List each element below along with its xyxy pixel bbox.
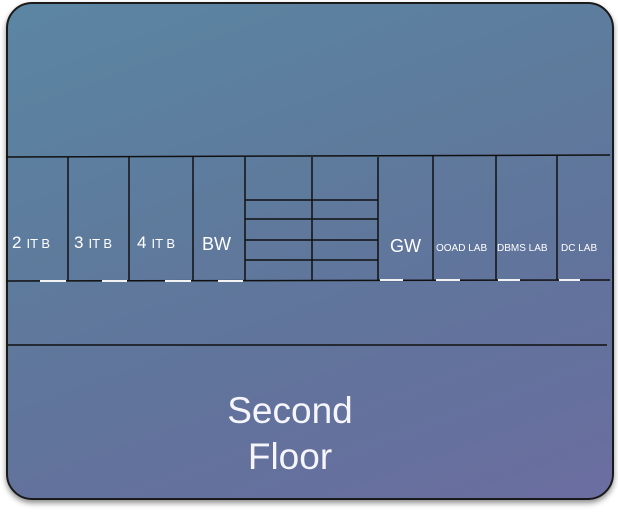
floor-title-line-1: Second xyxy=(227,390,353,431)
room-label-ooad-lab: OOAD LAB xyxy=(436,243,487,254)
room-label-gw: GW xyxy=(390,236,421,256)
room-label-4-it-b: 4 IT B xyxy=(137,233,175,252)
floor-title: Second Floor xyxy=(180,388,400,480)
room-label-dc-lab: DC LAB xyxy=(561,243,597,254)
room-label-3-it-b: 3 IT B xyxy=(74,233,112,252)
top-wall xyxy=(5,154,611,158)
room-label-bw: BW xyxy=(202,234,231,254)
floor-plan-card xyxy=(6,2,614,500)
floor-title-line-2: Floor xyxy=(247,436,333,477)
staircase xyxy=(245,199,378,261)
room-label-dbms-lab: DBMS LAB xyxy=(497,243,548,254)
room-label-2-it-b: 2 IT B xyxy=(12,233,50,252)
doors xyxy=(40,279,580,282)
